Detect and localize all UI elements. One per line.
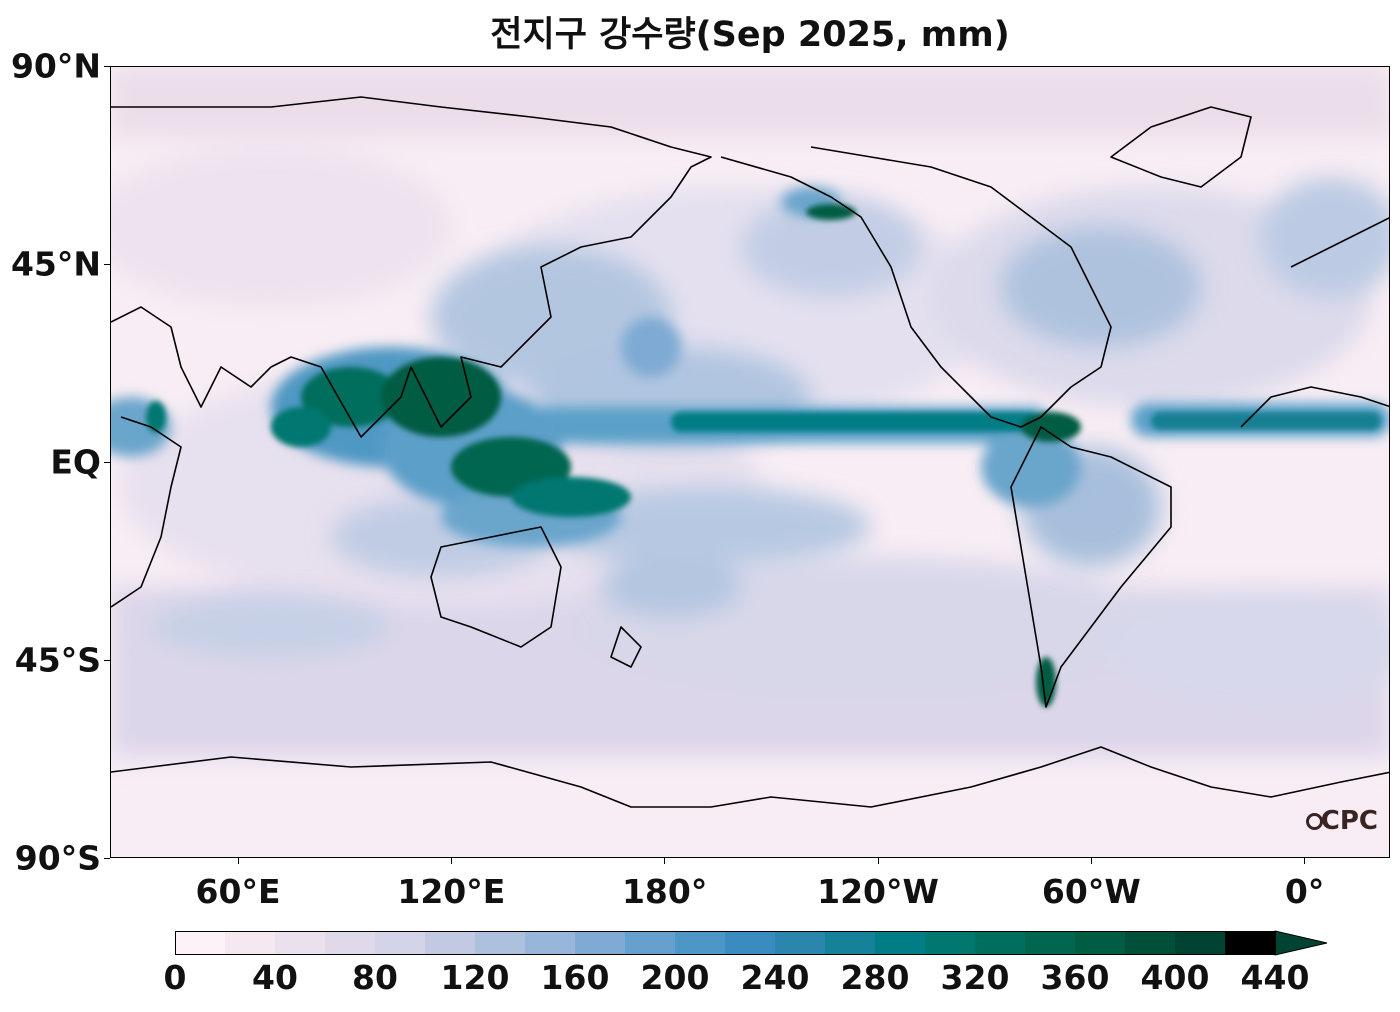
map-canvas (111, 67, 1389, 857)
y-tick-mark (104, 461, 110, 463)
colorbar-segment (925, 931, 976, 955)
colorbar-segment (525, 931, 576, 955)
cpc-logo-text: CPC (1320, 806, 1378, 836)
colorbar-segment (675, 931, 726, 955)
y-tick-label: 90°N (10, 46, 101, 86)
colorbar-tick-label: 320 (940, 958, 1010, 997)
x-tick-mark (237, 858, 239, 864)
x-tick-mark (877, 858, 879, 864)
x-tick-label: 120°W (817, 872, 939, 911)
colorbar-segment (1125, 931, 1176, 955)
colorbar-segment (725, 931, 776, 955)
colorbar-extend-arrow (1274, 930, 1328, 956)
y-tick-mark (104, 65, 110, 67)
x-tick-label: 0° (1284, 872, 1325, 911)
y-tick-label: 45°S (14, 640, 101, 680)
y-tick-label: EQ (50, 442, 101, 482)
colorbar-segment (875, 931, 926, 955)
colorbar-segment (275, 931, 326, 955)
colorbar-tick-label: 400 (1140, 958, 1210, 997)
colorbar-segment (475, 931, 526, 955)
colorbar-tick-label: 0 (163, 958, 187, 997)
colorbar-segment (575, 931, 626, 955)
colorbar-segment (375, 931, 426, 955)
map-title: 전지구 강수량(Sep 2025, mm) (490, 15, 1010, 55)
colorbar-segment (1075, 931, 1126, 955)
colorbar (175, 930, 1328, 956)
precip-very-heavy (146, 204, 1381, 707)
colorbar-outline (175, 931, 1276, 955)
colorbar-tick-label: 80 (352, 958, 398, 997)
precipitation-map (110, 66, 1390, 858)
colorbar-segment (775, 931, 826, 955)
colorbar-segment (1175, 931, 1226, 955)
colorbar-tick-label: 160 (540, 958, 610, 997)
colorbar-tick-label: 280 (840, 958, 910, 997)
colorbar-tick-label: 40 (252, 958, 298, 997)
colorbar-tick-label: 200 (640, 958, 710, 997)
colorbar-segment (1225, 931, 1276, 955)
y-tick-label: 45°N (10, 244, 101, 284)
x-tick-label: 60°E (195, 872, 281, 911)
colorbar-segment (825, 931, 876, 955)
colorbar-tick-label: 120 (440, 958, 510, 997)
x-tick-label: 180° (621, 872, 708, 911)
colorbar-segment (975, 931, 1026, 955)
colorbar-segment (325, 931, 376, 955)
colorbar-tick-label: 240 (740, 958, 810, 997)
y-tick-mark (104, 659, 110, 661)
colorbar-tick-label: 440 (1240, 958, 1310, 997)
y-tick-mark (104, 857, 110, 859)
coastlines (111, 96, 1389, 808)
x-tick-label: 60°W (1041, 872, 1141, 911)
colorbar-segment (625, 931, 676, 955)
x-tick-mark (1090, 858, 1092, 864)
colorbar-segment (225, 931, 276, 955)
x-tick-mark (664, 858, 666, 864)
colorbar-segment (1025, 931, 1076, 955)
colorbar-segment (175, 931, 226, 955)
cpc-logo-icon (1305, 813, 1323, 830)
y-tick-mark (104, 263, 110, 265)
cpc-logo: CPC (1305, 806, 1378, 836)
x-tick-label: 120°E (397, 872, 506, 911)
colorbar-tick-label: 360 (1040, 958, 1110, 997)
y-tick-label: 90°S (14, 838, 101, 878)
colorbar-segment (425, 931, 476, 955)
x-tick-mark (1304, 858, 1306, 864)
x-tick-mark (450, 858, 452, 864)
